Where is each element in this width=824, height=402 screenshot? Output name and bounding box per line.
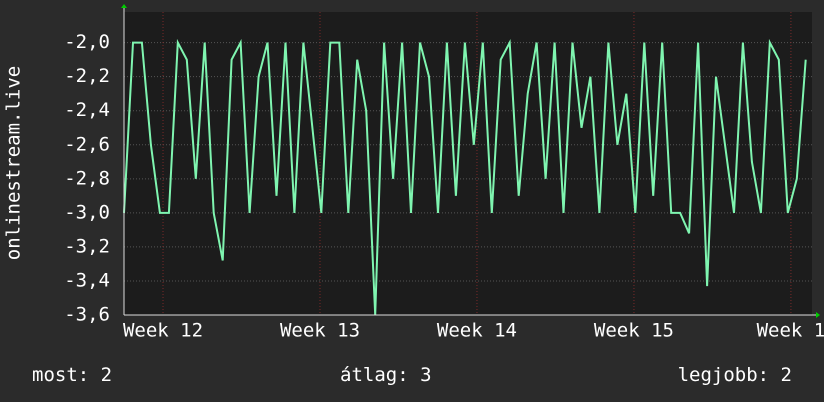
y-tick-label: -2,0	[64, 31, 110, 53]
y-tick-label: -3,2	[64, 235, 110, 257]
y-tick-label: -2,2	[64, 65, 110, 87]
stat-value: 3	[420, 364, 431, 386]
stats: most: 2 átlag: 3 legjobb: 2	[32, 364, 792, 386]
stat-label: legjobb:	[678, 364, 770, 386]
stat-label: most:	[32, 364, 89, 386]
data-line	[123, 38, 807, 316]
stat-value: 2	[101, 364, 112, 386]
y-axis-label: onlinestream.live	[3, 66, 25, 260]
y-tick-label: -2,8	[64, 167, 110, 189]
stat-value: 2	[781, 364, 792, 386]
x-tick-label: Week 13	[280, 320, 360, 342]
stat: legjobb: 2	[678, 364, 792, 386]
x-tick-label: Week 14	[437, 320, 517, 342]
stat: most: 2	[32, 364, 112, 386]
x-tick-label: Week 15	[594, 320, 674, 342]
y-tick-label: -3,4	[64, 269, 110, 291]
y-tick-label: -2,4	[64, 99, 110, 121]
x-axis-arrow	[816, 312, 820, 318]
y-tick-label: -3,6	[64, 304, 110, 326]
x-tick-label: Week 12	[123, 320, 203, 342]
y-tick-label: -3,0	[64, 201, 110, 223]
y-tick-label: -2,6	[64, 133, 110, 155]
x-tick-label: Week 1	[757, 320, 824, 342]
stat-label: átlag:	[340, 364, 409, 386]
y-axis-arrow	[121, 4, 127, 8]
stat: átlag: 3	[340, 364, 432, 386]
